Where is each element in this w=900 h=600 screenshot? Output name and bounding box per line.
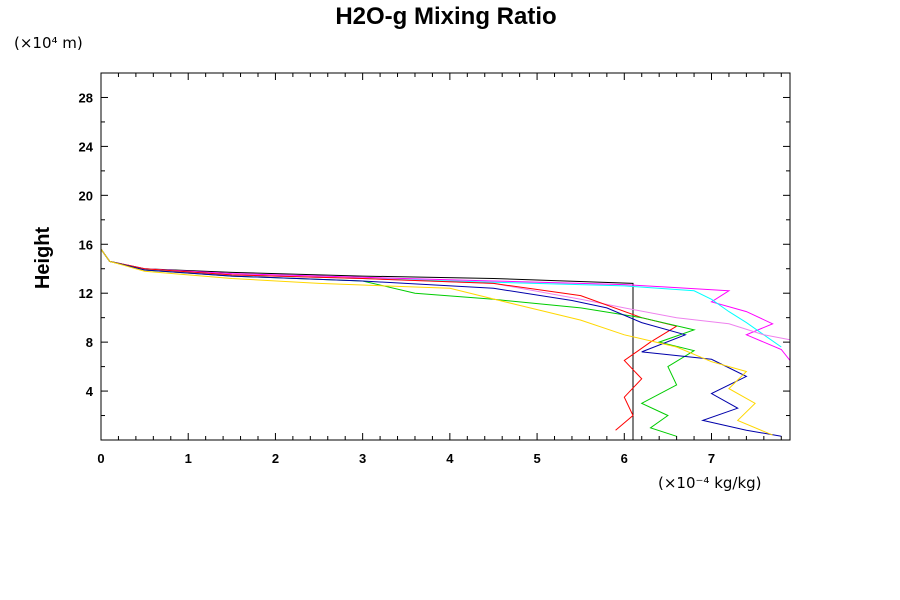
series-line-2	[101, 73, 790, 361]
y-tick-label: 4	[86, 384, 94, 399]
x-tick-label: 0	[97, 451, 104, 466]
x-tick-label: 3	[359, 451, 366, 466]
y-tick-label: 16	[79, 237, 93, 252]
x-tick-label: 2	[272, 451, 279, 466]
y-tick-label: 8	[86, 335, 93, 350]
series-line-8	[101, 248, 773, 436]
series-line-7	[101, 248, 782, 437]
series-group	[101, 73, 790, 440]
chart-title: H2O-g Mixing Ratio	[335, 3, 556, 30]
x-axis-unit: (×10⁻⁴ kg/kg)	[658, 474, 762, 492]
y-tick-label: 20	[79, 188, 93, 203]
x-tick-label: 5	[533, 451, 540, 466]
series-line-4	[101, 248, 790, 341]
y-axis-label: Height	[32, 227, 54, 290]
y-axis-unit: (×10⁴ m)	[14, 34, 83, 52]
y-tick-label: 24	[79, 139, 94, 154]
plot-frame	[100, 72, 791, 441]
series-line-3	[101, 248, 782, 348]
series-line-6	[101, 248, 696, 437]
y-tick-label: 12	[79, 286, 93, 301]
y-tick-label: 28	[79, 90, 93, 105]
x-tick-label: 6	[621, 451, 628, 466]
x-tick-label: 7	[708, 451, 715, 466]
x-tick-label: 4	[446, 451, 454, 466]
series-line-1	[101, 73, 634, 440]
x-tick-label: 1	[185, 451, 192, 466]
